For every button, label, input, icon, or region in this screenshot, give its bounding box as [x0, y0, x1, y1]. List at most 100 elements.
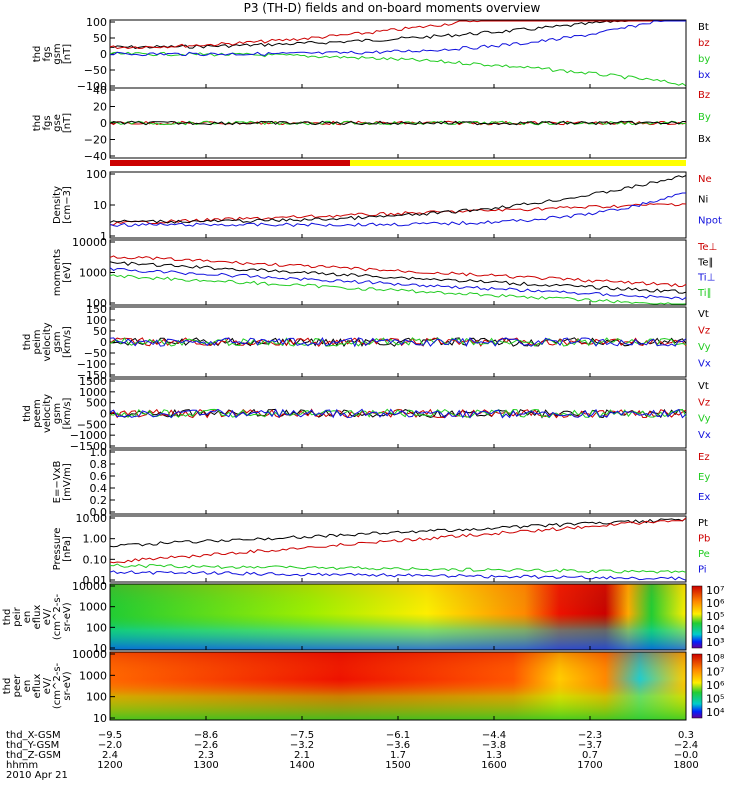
colorbar-tick-label: 10⁴: [706, 706, 725, 719]
y-tick-label: 1000: [79, 601, 107, 614]
legend: Pt Pb Pe Pi: [698, 518, 710, 576]
series-bz: [109, 20, 686, 50]
legend-entry: Vx: [698, 359, 711, 370]
x-axis-value: 1500: [385, 760, 410, 771]
colorbar-scale: [691, 653, 703, 719]
panel-frame: [109, 239, 687, 306]
legend-entry: Bz: [698, 90, 710, 101]
y-tick-label: −20: [84, 134, 107, 147]
panels-group: 100500−50−100thdfgsgsm[nT]Btbzbybx40200−…: [2, 16, 725, 725]
colorbar-tick-label: 10³: [706, 636, 724, 649]
series-Te⊥: [109, 255, 687, 288]
colorbar-tick-label: 10⁴: [706, 623, 725, 636]
y-axis-label: thdfgsgse[nT]: [32, 113, 73, 133]
y-axis-label: Pressure[nPa]: [52, 528, 73, 571]
legend-entry: Ti∥: [697, 288, 712, 299]
legend-entry: Pb: [698, 534, 710, 545]
series-Bx: [109, 120, 686, 126]
y-tick-label: 0: [100, 408, 107, 421]
series-Ni: [109, 175, 687, 224]
y-tick-label: −1000: [70, 429, 107, 442]
x-axis-value: 1700: [577, 760, 602, 771]
y-tick-label: 0: [100, 48, 107, 61]
colorbar-scale: [691, 585, 703, 649]
y-tick-label: −40: [84, 150, 107, 163]
legend-entry: Vy: [698, 414, 711, 425]
series-By: [109, 120, 687, 126]
panel-frame: [109, 171, 687, 239]
legend-entry: Vy: [698, 342, 711, 353]
x-axis-value: −2.4: [674, 740, 698, 751]
legend-entry: By: [698, 112, 711, 123]
series-Te∥: [109, 261, 687, 294]
panel-density: 100 10 1 Density[cm−3] Ne Ni Npot: [52, 168, 722, 243]
y-tick-label: 10.00: [76, 512, 108, 525]
y-tick-label: 100: [86, 691, 107, 704]
legend: Ez Ey Ex: [698, 452, 710, 503]
x-axis-row-label: hhmm: [6, 760, 38, 771]
x-axis-value: 2.4: [102, 750, 118, 761]
y-tick-label: 100: [86, 297, 107, 310]
y-tick-label: 100: [86, 621, 107, 634]
series-Vt: [109, 337, 687, 347]
y-tick-label: −100: [77, 80, 107, 93]
x-axis-value: −7.5: [290, 730, 314, 741]
spectrogram-overlay: [110, 584, 686, 650]
x-axis-value: −4.4: [482, 730, 506, 741]
y-tick-label: 150: [86, 303, 107, 316]
legend-entry: Vx: [698, 430, 711, 441]
x-axis-value: 1200: [97, 760, 122, 771]
y-tick-label: −50: [84, 347, 107, 360]
y-axis-label: thdpeerenefluxeV/(cm^2-s-sr-eV): [2, 662, 73, 709]
legend-entry: Te⊥: [697, 242, 717, 253]
x-axis-value: 1300: [193, 760, 218, 771]
series-Ne: [109, 203, 687, 226]
series-bx: [109, 20, 686, 57]
legend-entry: by: [698, 54, 710, 65]
series-by: [109, 51, 687, 87]
y-tick-label: 10000: [72, 580, 107, 593]
series-Vx: [109, 337, 687, 348]
series-Npot: [109, 192, 686, 227]
legend-entry: Npot: [698, 215, 722, 226]
y-tick-label: −1500: [70, 440, 107, 453]
y-tick-label: 1500: [79, 375, 107, 388]
legend-entry: Ni: [698, 195, 708, 206]
y-tick-label: 10: [93, 712, 107, 725]
y-axis-label: thdfgsgsm[nT]: [32, 43, 73, 64]
x-axis-value: −2.3: [578, 730, 602, 741]
x-axis-value: 1800: [673, 760, 698, 771]
legend-entry: Vz: [698, 326, 710, 337]
panel-pressure: 10.00 1.00 0.10 0.01 Pressure[nPa] Pt Pb Pe Pi: [52, 512, 710, 587]
y-tick-label: 0.01: [83, 574, 108, 587]
x-axis-value: −9.5: [98, 730, 122, 741]
y-tick-label: 0: [100, 117, 107, 130]
legend-entry: Pt: [698, 518, 708, 529]
series-Bt: [109, 20, 686, 49]
y-tick-label: 1000: [79, 386, 107, 399]
colorbar-tick-label: 10⁶: [706, 679, 725, 692]
legend-entry: Bx: [698, 134, 711, 145]
x-axis-value: −3.8: [482, 740, 506, 751]
x-axis-row-label: thd_Y-GSM: [6, 740, 59, 751]
legend-entry: bz: [698, 38, 710, 49]
y-axis-label: E=−VxB[mV/m]: [52, 461, 73, 504]
y-tick-label: 0.2: [90, 494, 108, 507]
y-tick-label: 10000: [72, 236, 107, 249]
legend-entry: Vt: [698, 381, 709, 392]
series-Ti∥: [109, 274, 687, 305]
x-axis-value: −8.6: [194, 730, 218, 741]
mode-segment-0: [110, 160, 350, 166]
y-axis-label: moments[eV]: [52, 249, 73, 296]
panel-frame: [109, 449, 687, 515]
x-axis-value: −0.0: [674, 750, 698, 761]
x-axis-value: 2.1: [294, 750, 310, 761]
x-axis-value: −3.7: [578, 740, 602, 751]
x-axis-value: 2.3: [198, 750, 214, 761]
series-Vx: [109, 408, 687, 419]
